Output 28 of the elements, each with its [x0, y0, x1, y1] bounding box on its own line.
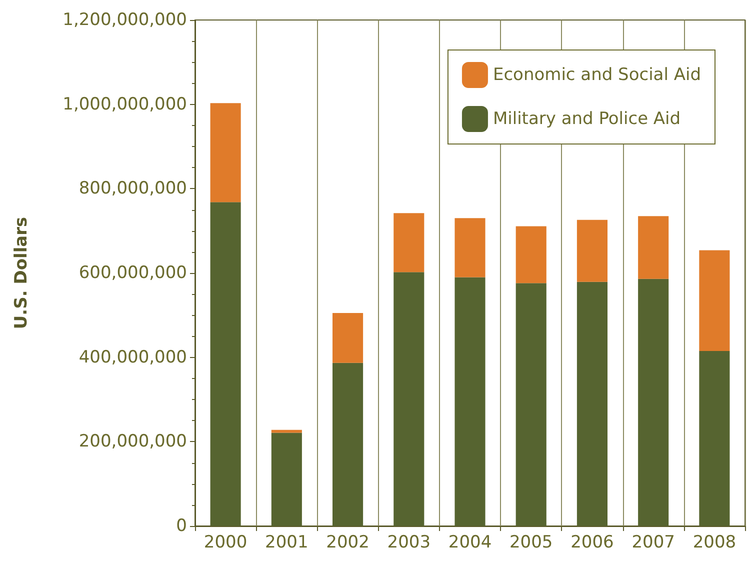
x-tick-label: 2008	[692, 532, 736, 552]
y-tick-label: 1,000,000,000	[62, 94, 187, 114]
x-tick-label: 2004	[448, 532, 492, 552]
legend-label: Economic and Social Aid	[492, 65, 702, 85]
bar	[332, 313, 364, 363]
x-tick-label: 2000	[204, 532, 248, 552]
y-tick-label: 800,000,000	[78, 178, 187, 199]
bar	[516, 226, 546, 284]
y-tick-label: 400,000,000	[78, 347, 187, 368]
bar	[210, 103, 241, 202]
x-tick-label: 2005	[509, 532, 553, 552]
y-axis-title: U.S. Dollars	[12, 216, 32, 330]
bar	[576, 220, 608, 282]
bar	[638, 216, 669, 279]
y-tick-label: 600,000,000	[78, 263, 187, 283]
y-tick-label: 200,000,000	[78, 432, 187, 452]
y-tick-label: 0	[176, 516, 187, 536]
legend-label: Military and Police Aid	[492, 109, 681, 129]
x-tick-label: 2007	[632, 532, 675, 552]
bar	[271, 430, 302, 433]
bar	[699, 250, 730, 352]
y-tick-label: 1,200,000,000	[62, 10, 187, 30]
x-tick-label: 2003	[387, 532, 431, 552]
x-tick-label: 2006	[570, 532, 614, 552]
x-tick-label: 2002	[326, 532, 370, 552]
x-tick-label: 2001	[265, 532, 308, 552]
bar	[394, 213, 424, 272]
bar	[454, 218, 486, 278]
